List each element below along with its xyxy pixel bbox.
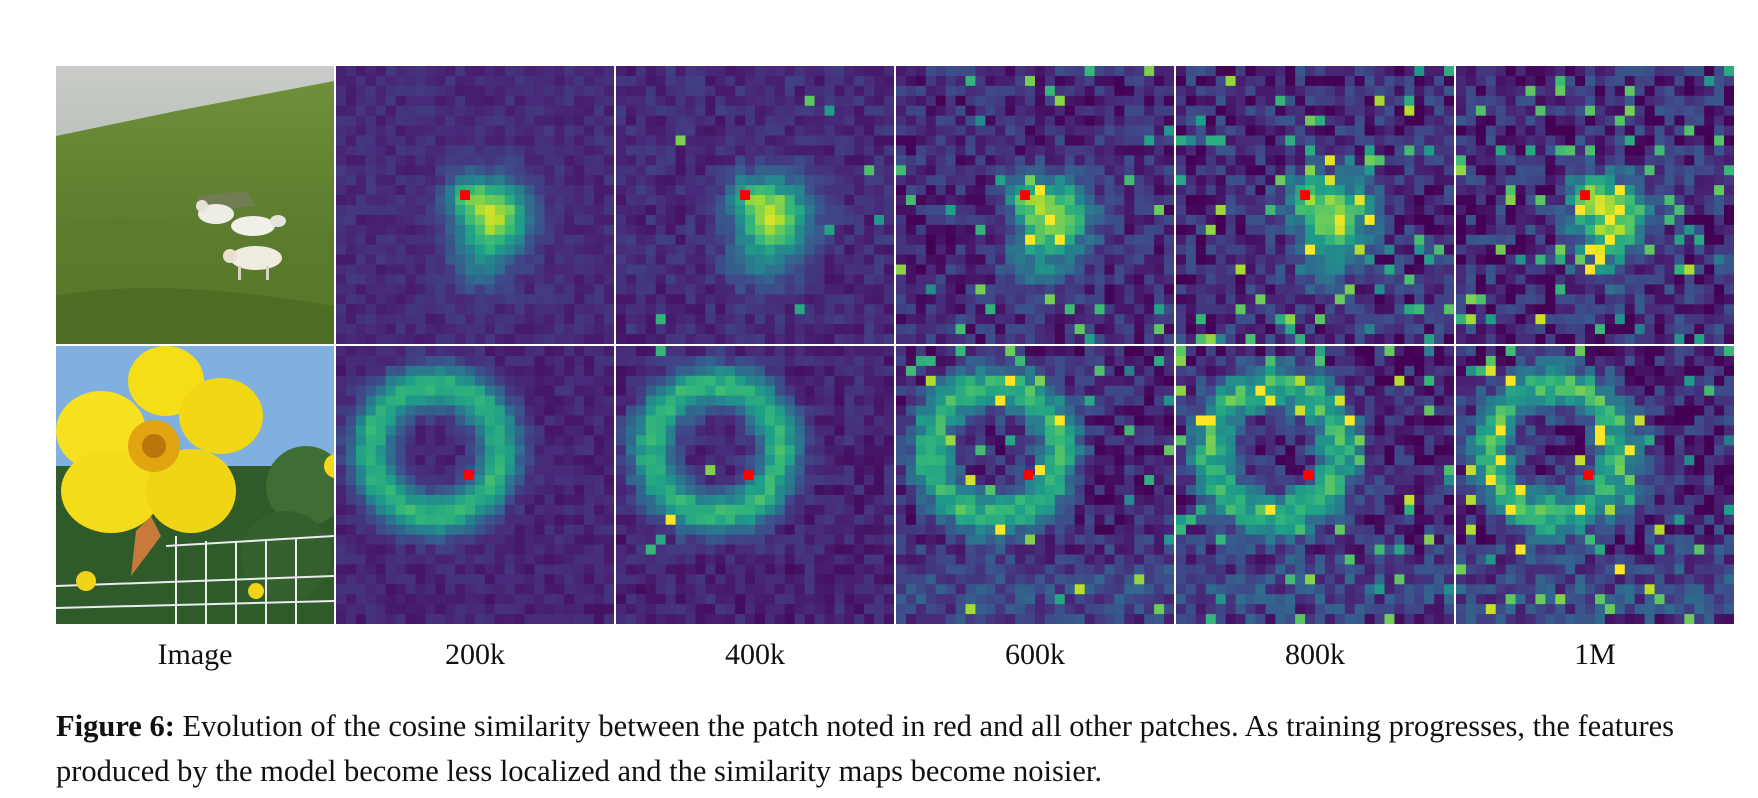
similarity-map-1m-sheep — [1456, 66, 1734, 344]
query-patch-marker — [460, 190, 471, 201]
figure-caption: Figure 6: Evolution of the cosine simila… — [56, 704, 1736, 794]
similarity-map-400k-sheep — [616, 66, 894, 344]
column-label-200k: 200k — [445, 638, 505, 671]
similarity-map-200k-sheep — [336, 66, 614, 344]
query-patch-marker — [740, 190, 751, 201]
similarity-map-400k-flower — [616, 346, 894, 624]
column-label-1m: 1M — [1574, 638, 1616, 671]
query-patch-marker — [1583, 470, 1594, 481]
query-patch-marker — [1023, 470, 1034, 481]
sheep-photo — [56, 66, 334, 344]
flower-photo — [56, 346, 334, 624]
similarity-map-800k-sheep — [1176, 66, 1454, 344]
similarity-map-800k-flower — [1176, 346, 1454, 624]
similarity-map-600k-sheep — [896, 66, 1174, 344]
column-label-800k: 800k — [1285, 638, 1345, 671]
query-patch-marker — [463, 470, 474, 481]
column-label-600k: 600k — [1005, 638, 1065, 671]
query-patch-marker — [1300, 190, 1311, 201]
column-label-400k: 400k — [725, 638, 785, 671]
similarity-map-200k-flower — [336, 346, 614, 624]
similarity-map-1m-flower — [1456, 346, 1734, 624]
similarity-map-600k-flower — [896, 346, 1174, 624]
column-label-image: Image — [157, 638, 233, 671]
query-patch-marker — [1303, 470, 1314, 481]
query-patch-marker — [1020, 190, 1031, 201]
similarity-figure — [56, 66, 1736, 624]
query-patch-marker — [1580, 190, 1591, 201]
query-patch-marker — [743, 470, 754, 481]
caption-text: Evolution of the cosine similarity betwe… — [56, 709, 1675, 788]
figure-label: Figure 6: — [56, 709, 175, 743]
